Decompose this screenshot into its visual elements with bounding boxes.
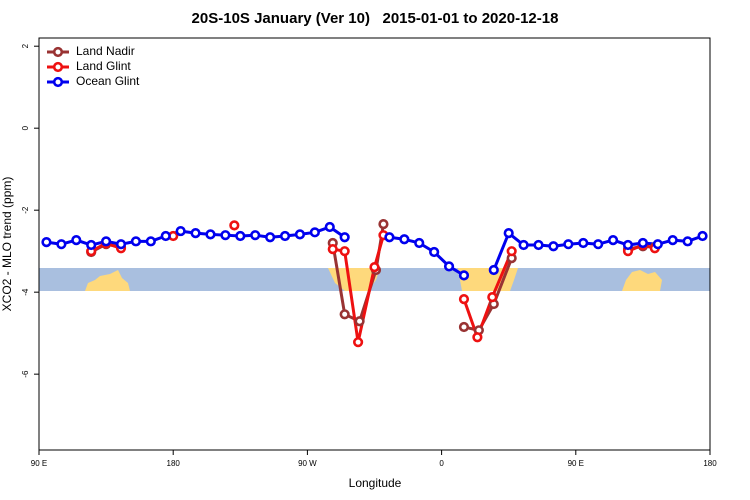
data-point <box>697 230 708 242</box>
data-point <box>115 239 127 250</box>
data-point <box>250 230 261 241</box>
legend-label: Land Glint <box>76 59 131 73</box>
y-tick-label: 2 <box>21 43 30 48</box>
y-tick-label: -6 <box>21 370 30 378</box>
chart-title: 20S-10S January (Ver 10) 2015-01-01 to 2… <box>192 10 559 27</box>
data-point <box>458 321 470 333</box>
legend-marker <box>52 46 64 58</box>
y-tick-label: 0 <box>21 125 30 130</box>
x-tick-label: 90 E <box>568 459 584 468</box>
legend-label: Land Nadir <box>76 44 135 58</box>
data-point <box>71 235 82 246</box>
data-point <box>593 239 604 250</box>
data-point <box>487 291 498 303</box>
data-point <box>294 229 306 240</box>
data-point <box>607 235 619 246</box>
data-point <box>652 239 663 250</box>
data-point <box>327 244 338 255</box>
x-tick-label: 90 E <box>31 459 47 468</box>
data-point <box>279 230 291 242</box>
data-point <box>637 237 649 249</box>
x-tick-label: 90 W <box>298 459 317 468</box>
data-point <box>443 261 455 272</box>
data-point <box>229 220 240 231</box>
land-patch <box>85 270 130 291</box>
data-point <box>378 219 389 230</box>
data-point <box>506 246 517 257</box>
data-point <box>533 239 544 251</box>
data-point <box>86 239 97 251</box>
data-point <box>205 229 216 240</box>
data-point <box>384 232 395 243</box>
data-point <box>339 309 350 320</box>
data-point <box>518 239 529 251</box>
data-point <box>414 237 425 249</box>
data-point <box>369 262 380 273</box>
x-axis-label: Longitude <box>349 476 402 490</box>
data-point <box>472 332 483 343</box>
land-patch <box>622 270 662 291</box>
data-point <box>220 230 231 241</box>
data-point <box>339 246 350 257</box>
data-point <box>682 236 693 247</box>
legend-marker <box>52 61 64 73</box>
data-point <box>458 270 470 281</box>
y-tick-label: -4 <box>21 288 30 296</box>
data-point <box>309 227 320 238</box>
data-point <box>548 241 559 252</box>
x-tick-label: 180 <box>167 459 181 468</box>
legend-label: Ocean Glint <box>76 74 140 88</box>
y-tick-label: -2 <box>21 206 30 214</box>
data-point <box>175 225 186 237</box>
plot-frame <box>38 37 711 451</box>
data-point <box>41 237 52 248</box>
data-point <box>56 239 67 250</box>
data-point <box>352 337 364 348</box>
data-point <box>100 236 112 247</box>
data-point <box>667 235 678 246</box>
data-point <box>235 230 246 242</box>
data-point <box>458 294 470 305</box>
data-point <box>399 234 410 245</box>
data-point <box>190 228 201 239</box>
y-axis-label: XCO2 - MLO trend (ppm) <box>0 177 14 312</box>
data-point <box>339 232 350 243</box>
data-point <box>324 221 335 233</box>
data-point <box>160 230 171 242</box>
data-point <box>130 236 142 247</box>
data-point <box>622 239 634 251</box>
data-point <box>578 237 589 249</box>
legend-marker <box>52 76 64 88</box>
data-point <box>488 264 499 276</box>
data-point <box>145 236 156 247</box>
data-point <box>503 228 514 239</box>
data-point <box>563 239 574 250</box>
data-point <box>354 316 365 327</box>
x-tick-label: 0 <box>439 459 444 468</box>
x-tick-label: 180 <box>703 459 717 468</box>
data-point <box>429 246 440 258</box>
data-point <box>265 232 276 243</box>
